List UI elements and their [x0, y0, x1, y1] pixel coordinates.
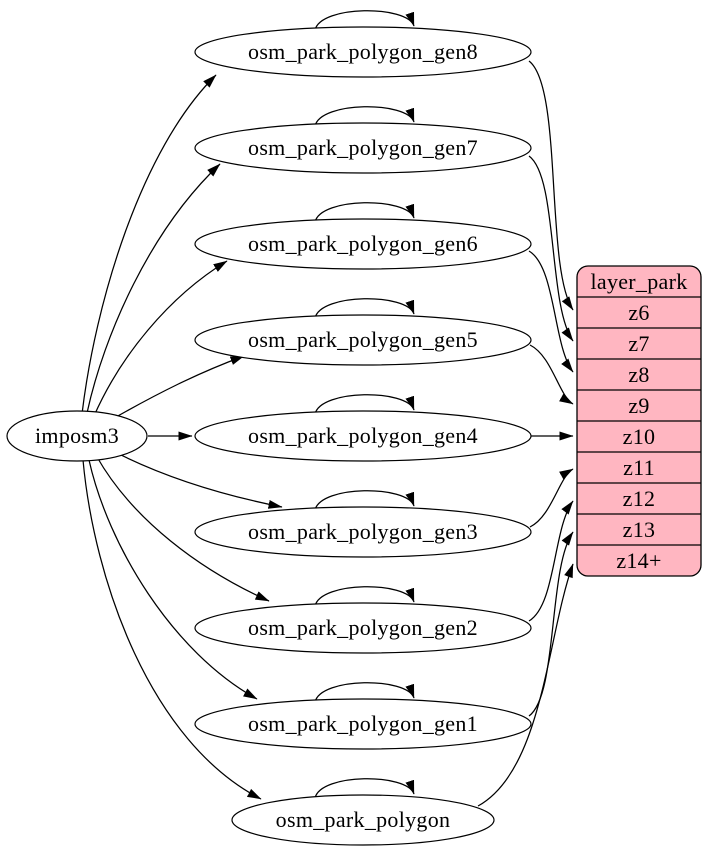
- layer-park-title: layer_park: [590, 269, 687, 294]
- node-imposm3: imposm3: [6, 410, 148, 462]
- gen6-ellipse: [194, 218, 532, 270]
- edge-gen3-to-z11: [529, 468, 574, 528]
- node-osm-park-polygon: osm_park_polygon: [231, 794, 495, 846]
- node-group: imposm3 osm_park_polygon_gen8 osm_park_p…: [6, 26, 532, 846]
- edge-osm-park-polygon-to-z14: [477, 563, 574, 807]
- gen7-label: osm_park_polygon_gen7: [248, 135, 478, 160]
- gen3-label: osm_park_polygon_gen3: [248, 519, 478, 544]
- layer-park-row-z13: z13: [623, 517, 656, 542]
- edge-gen1-to-z13: [528, 531, 574, 717]
- edge-imposm3-to-gen6: [93, 260, 228, 417]
- node-osm-park-polygon-gen1: osm_park_polygon_gen1: [194, 698, 532, 750]
- node-osm-park-polygon-gen5: osm_park_polygon_gen5: [194, 314, 532, 366]
- node-layer-park: layer_park z6 z7 z8 z9 z10 z11 z12 z13 z…: [576, 265, 702, 577]
- self-loop-gen5: [314, 298, 415, 319]
- edge-imposm3-to-gen3: [114, 451, 283, 509]
- layer-park-row-z7: z7: [628, 331, 649, 356]
- self-loop-gen6: [314, 202, 415, 223]
- gen1-label: osm_park_polygon_gen1: [248, 711, 478, 736]
- node-osm-park-polygon-gen8: osm_park_polygon_gen8: [194, 26, 532, 78]
- gen2-label: osm_park_polygon_gen2: [248, 615, 478, 640]
- self-loop-gen3: [314, 490, 415, 511]
- layer-park-row-z10: z10: [623, 424, 656, 449]
- imposm3-label: imposm3: [35, 423, 119, 448]
- layer-park-row-z11: z11: [623, 455, 655, 480]
- gen6-label: osm_park_polygon_gen6: [248, 231, 478, 256]
- self-loop-gen7: [314, 106, 415, 127]
- layer-park-row-z9: z9: [628, 393, 649, 418]
- edge-imposm3-to-gen7: [86, 163, 221, 414]
- self-loop-gen1: [314, 682, 415, 703]
- layer-park-row-z6: z6: [628, 300, 649, 325]
- node-osm-park-polygon-gen7: osm_park_polygon_gen7: [194, 122, 532, 174]
- edge-gen2-to-z12: [528, 500, 574, 622]
- gen3-ellipse: [194, 506, 532, 558]
- edge-gen7-to-z7: [528, 155, 574, 342]
- node-osm-park-polygon-gen6: osm_park_polygon_gen6: [194, 218, 532, 270]
- edge-imposm3-to-osm-park-polygon: [82, 459, 262, 800]
- self-loop-gen8: [314, 10, 415, 31]
- edge-imposm3-to-gen1: [88, 459, 258, 700]
- osm-park-polygon-label: osm_park_polygon: [276, 807, 451, 832]
- edge-gen5-to-z9: [529, 344, 574, 405]
- layer-park-row-z8: z8: [628, 362, 649, 387]
- node-osm-park-polygon-gen4: osm_park_polygon_gen4: [194, 410, 532, 462]
- gen2-ellipse: [194, 602, 532, 654]
- gen8-ellipse: [194, 26, 532, 78]
- osm-park-polygon-ellipse: [231, 794, 495, 846]
- node-osm-park-polygon-gen2: osm_park_polygon_gen2: [194, 602, 532, 654]
- gen7-ellipse: [194, 122, 532, 174]
- self-loop-gen2: [314, 586, 415, 607]
- gen4-label: osm_park_polygon_gen4: [248, 423, 478, 448]
- imposm3-ellipse: [6, 410, 148, 462]
- gen5-ellipse: [194, 314, 532, 366]
- node-osm-park-polygon-gen3: osm_park_polygon_gen3: [194, 506, 532, 558]
- edge-imposm3-to-gen5: [108, 355, 245, 422]
- gen1-ellipse: [194, 698, 532, 750]
- edge-imposm3-to-gen2: [96, 456, 270, 602]
- self-loop-osm-park-polygon: [314, 778, 415, 799]
- layer-park-row-z12: z12: [623, 486, 656, 511]
- edge-imposm3-to-gen8: [81, 74, 217, 415]
- edge-group: [81, 10, 574, 807]
- edge-gen6-to-z8: [528, 250, 574, 373]
- gen8-label: osm_park_polygon_gen8: [248, 39, 478, 64]
- self-loop-gen4: [314, 394, 415, 415]
- edge-gen8-to-z6: [528, 60, 574, 311]
- gen4-ellipse: [194, 410, 532, 462]
- gen5-label: osm_park_polygon_gen5: [248, 327, 478, 352]
- layer-park-row-z14plus: z14+: [616, 548, 661, 573]
